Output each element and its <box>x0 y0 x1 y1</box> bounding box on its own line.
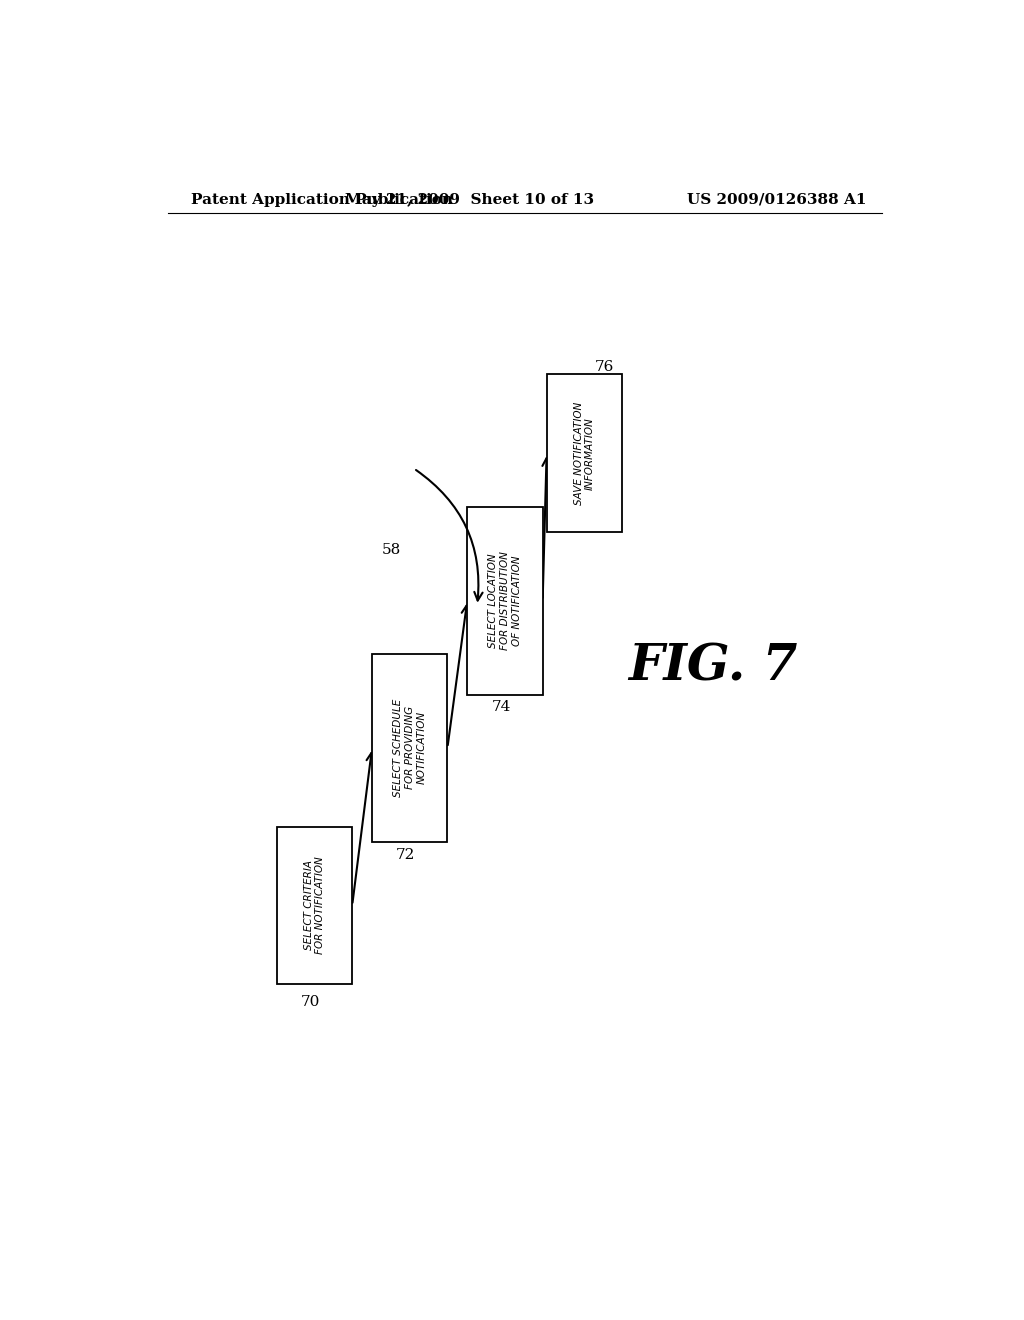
Text: US 2009/0126388 A1: US 2009/0126388 A1 <box>686 193 866 207</box>
Bar <box>372 653 447 842</box>
Text: SELECT CRITERIA
FOR NOTIFICATION: SELECT CRITERIA FOR NOTIFICATION <box>304 857 326 954</box>
Bar <box>467 507 543 694</box>
Text: 72: 72 <box>396 847 416 862</box>
Text: 70: 70 <box>301 995 321 1008</box>
Text: 58: 58 <box>382 543 401 557</box>
Text: SELECT LOCATION
FOR DISTRIBUTION
OF NOTIFICATION: SELECT LOCATION FOR DISTRIBUTION OF NOTI… <box>488 550 521 649</box>
Text: SELECT SCHEDULE
FOR PROVIDING
NOTIFICATION: SELECT SCHEDULE FOR PROVIDING NOTIFICATI… <box>393 698 426 797</box>
Bar <box>547 375 622 532</box>
Text: 74: 74 <box>492 700 511 714</box>
Text: SAVE NOTIFICATION
INFORMATION: SAVE NOTIFICATION INFORMATION <box>573 401 595 504</box>
Text: Patent Application Publication: Patent Application Publication <box>191 193 454 207</box>
Text: May 21, 2009  Sheet 10 of 13: May 21, 2009 Sheet 10 of 13 <box>345 193 594 207</box>
Bar <box>276 826 352 985</box>
Text: FIG. 7: FIG. 7 <box>628 642 798 692</box>
Text: 76: 76 <box>595 360 613 374</box>
FancyArrowPatch shape <box>416 470 482 601</box>
